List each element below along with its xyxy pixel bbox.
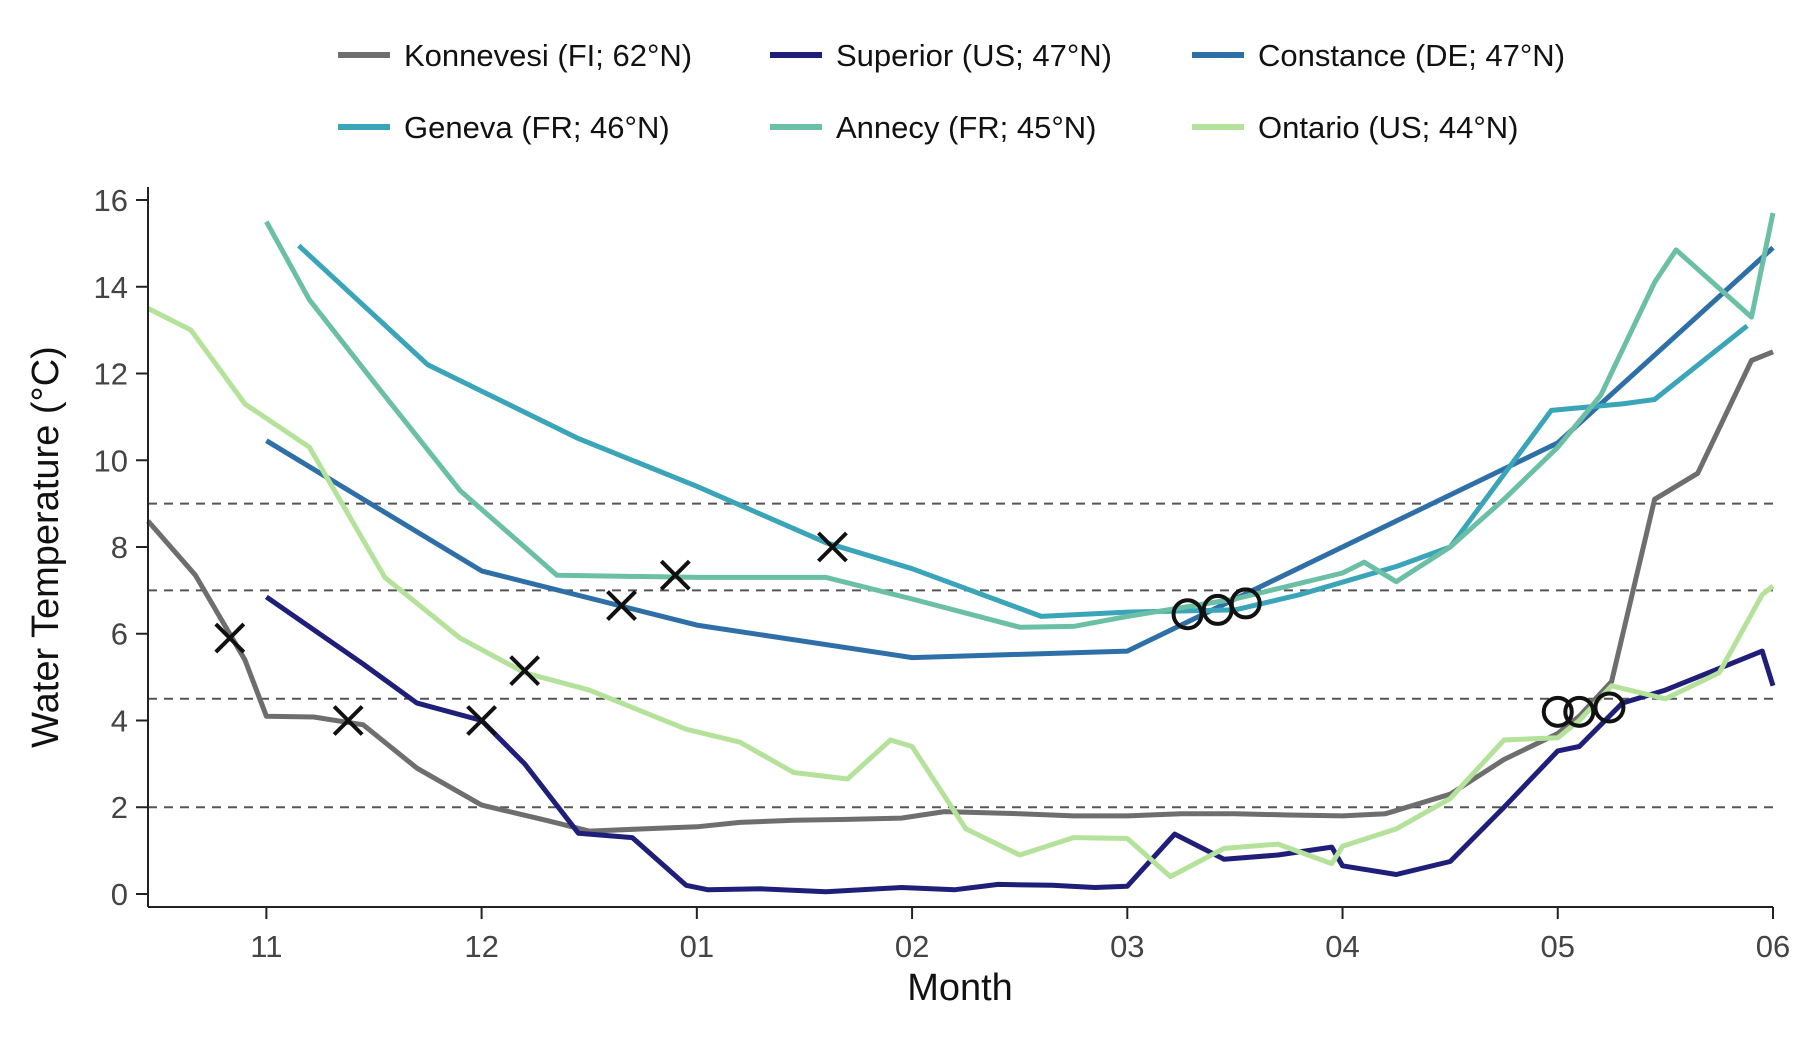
cross-marker-4 [606, 590, 637, 621]
x-axis-title: Month [907, 967, 1013, 1009]
x-tick-label-6: 05 [1541, 929, 1575, 964]
circle-marker-3 [1541, 695, 1574, 728]
markers [214, 531, 1626, 736]
cross-marker-6 [817, 531, 848, 563]
legend-label: Konnevesi (FI; 62°N) [404, 38, 692, 73]
series-line-0 [146, 349, 1774, 834]
legend-item-5: Ontario (US; 44°N) [1192, 110, 1518, 145]
x-tick-label-5: 04 [1325, 929, 1359, 964]
y-tick-label-6: 12 [94, 357, 128, 392]
y-tick-label-7: 14 [94, 270, 128, 305]
cross-marker-stroke-b [332, 705, 364, 736]
circle-marker-4 [1563, 695, 1596, 728]
series-lines [146, 212, 1776, 895]
series-line-3 [297, 243, 1749, 619]
y-tick-label-5: 10 [94, 443, 128, 478]
cross-marker-3 [509, 655, 541, 687]
x-tick-label-7: 06 [1756, 929, 1790, 964]
cross-marker-2 [466, 705, 498, 736]
series-line-5 [146, 306, 1775, 880]
y-tick-label-3: 6 [111, 617, 128, 652]
legend-item-1: Superior (US; 47°N) [770, 38, 1112, 73]
series-line-4 [264, 212, 1776, 630]
circle-marker-2 [1229, 587, 1262, 620]
legend-label: Superior (US; 47°N) [836, 38, 1112, 73]
legend-item-4: Annecy (FR; 45°N) [770, 110, 1096, 145]
axes [147, 187, 1773, 908]
y-axis-title: Water Temperature (°C) [25, 346, 67, 748]
cross-marker-stroke-b [466, 705, 498, 736]
y-tick-label-4: 8 [111, 530, 128, 565]
cross-marker-stroke-b [817, 531, 848, 563]
legend: Konnevesi (FI; 62°N) Superior (US; 47°N) C… [338, 38, 1565, 145]
legend-item-2: Constance (DE; 47°N) [1192, 38, 1565, 73]
legend-label: Ontario (US; 44°N) [1258, 110, 1518, 145]
legend-label: Annecy (FR; 45°N) [836, 110, 1096, 145]
legend-item-3: Geneva (FR; 46°N) [338, 110, 670, 145]
x-tick-label-4: 03 [1110, 929, 1144, 964]
circle-marker-5 [1593, 691, 1626, 724]
y-tick-label-1: 2 [111, 790, 128, 825]
x-tick-label-2: 01 [680, 929, 714, 964]
cross-marker-1 [332, 705, 364, 736]
cross-marker-stroke-b [214, 622, 246, 654]
legend-item-0: Konnevesi (FI; 62°N) [338, 38, 692, 73]
x-tick-label-3: 02 [895, 929, 929, 964]
x-tick-label-1: 12 [464, 929, 498, 964]
cross-marker-0 [214, 622, 246, 654]
y-tick-label-2: 4 [111, 703, 128, 738]
legend-label: Constance (DE; 47°N) [1258, 38, 1565, 73]
series-line-2 [265, 245, 1775, 661]
x-tick-label-0: 11 [250, 929, 282, 964]
cross-marker-stroke-b [659, 559, 691, 591]
y-tick-label-8: 16 [94, 183, 128, 218]
cross-marker-stroke-b [606, 590, 637, 621]
cross-marker-stroke-b [509, 655, 541, 687]
circle-marker-0 [1171, 598, 1204, 631]
cross-marker-5 [659, 559, 691, 591]
legend-label: Geneva (FR; 46°N) [404, 110, 670, 145]
series-line-1 [264, 594, 1776, 895]
y-tick-label-0: 0 [111, 877, 128, 912]
